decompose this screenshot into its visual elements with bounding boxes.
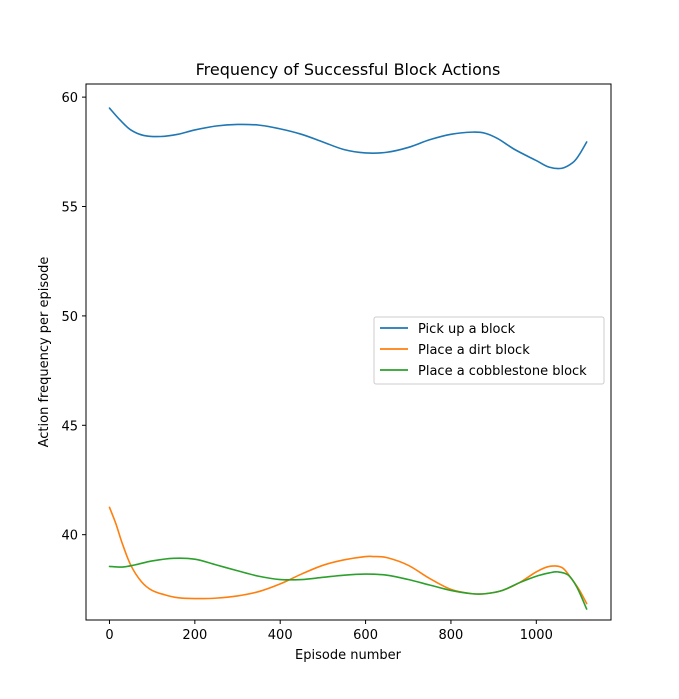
y-tick-label: 40 [61,529,78,544]
x-axis-label: Episode number [295,648,402,663]
legend-label-2: Place a dirt block [418,343,530,358]
legend-label-1: Pick up a block [418,322,516,337]
x-tick-label: 400 [268,628,293,643]
y-axis-ticks: 40 45 50 55 60 [61,91,86,544]
chart-title: Frequency of Successful Block Actions [196,60,501,79]
series-line-1 [108,107,588,170]
x-tick-label: 200 [182,628,207,643]
legend-label-3: Place a cobblestone block [418,364,587,379]
series-line-2 [108,506,588,605]
x-tick-label: 600 [353,628,378,643]
y-tick-label: 45 [61,419,78,434]
x-tick-label: 1000 [520,628,553,643]
plot-area [85,83,612,621]
x-tick-label: 0 [105,628,113,643]
y-axis-label: Action frequency per episode [37,257,52,448]
x-tick-label: 800 [439,628,464,643]
legend-box [373,316,605,385]
x-axis-ticks: 0 200 400 600 800 1000 [105,620,553,643]
y-tick-label: 60 [61,91,78,106]
series-layer [108,107,588,610]
legend: Pick up a block Place a dirt block Place a… [373,316,605,385]
y-tick-label: 55 [61,201,78,216]
series-line-3 [108,557,588,610]
y-tick-label: 50 [61,310,78,325]
